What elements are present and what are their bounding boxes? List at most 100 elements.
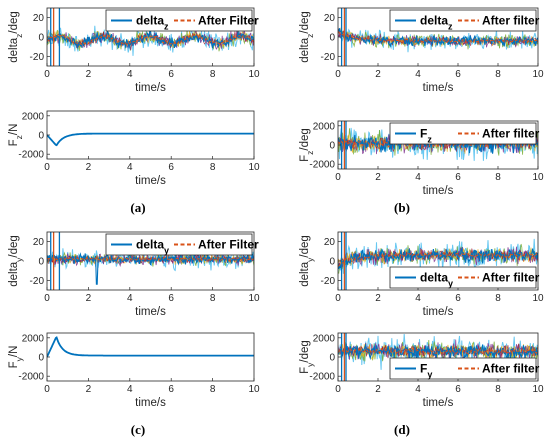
legend: Fy After filter [389, 357, 540, 380]
subplot-d-top: 0 2 4 6 8 10 20 0 -20 time/s deltay/deg deltay After… [299, 231, 544, 318]
x-tick-label: 2 [375, 293, 381, 304]
legend: deltaz After filter [389, 9, 540, 32]
x-tick-label: 4 [415, 293, 421, 304]
x-tick-label: 8 [210, 293, 216, 304]
x-tick-label: 6 [168, 69, 174, 80]
y-axis-label: deltaz/deg [299, 11, 315, 63]
x-tick-label: 0 [44, 69, 50, 80]
legend-label-raw: deltay [136, 238, 169, 256]
legend-box [389, 122, 537, 145]
y-axis-label: Fz/N [8, 124, 24, 147]
y-tick-label: 2000 [313, 121, 336, 132]
y-tick-label: 0 [38, 33, 44, 44]
x-tick-label: 4 [127, 384, 133, 395]
x-tick-label: 10 [248, 162, 260, 173]
x-tick-label: 8 [210, 162, 216, 173]
x-tick-label: 10 [248, 384, 260, 395]
series-after-filter [338, 347, 538, 356]
x-tick-label: 4 [415, 384, 421, 395]
x-tick-label: 8 [495, 172, 501, 183]
series-after-filter [47, 34, 254, 46]
y-tick-label: -20 [30, 276, 45, 287]
y-axis-label: deltay/deg [8, 235, 24, 287]
legend-label-filter: After filter [482, 127, 540, 141]
y-tick-label: 0 [329, 257, 335, 268]
legend-label-raw: Fy [420, 362, 432, 380]
x-axis-label: time/s [135, 397, 166, 409]
y-tick-label: 20 [33, 237, 45, 248]
x-axis-label: time/s [135, 175, 166, 187]
legend-label-raw: Fz [420, 127, 432, 145]
x-tick-label: 0 [44, 293, 50, 304]
legend-label-raw: deltaz [136, 14, 169, 32]
x-tick-label: 6 [455, 69, 461, 80]
series-group [47, 132, 254, 147]
series-after-filter [338, 137, 538, 149]
x-tick-label: 4 [415, 172, 421, 183]
legend-box [105, 233, 253, 256]
y-tick-label: 0 [329, 141, 335, 152]
subplot-b-top: 0 2 4 6 8 10 20 0 -20 time/s deltaz/deg deltaz After… [299, 7, 544, 94]
legend-box [105, 9, 253, 32]
subplot-c-top: 0 2 4 6 8 10 20 0 -20 time/s deltay/deg deltay After… [8, 231, 260, 318]
caption-b: (b) [394, 200, 410, 215]
legend: Fz After filter [389, 122, 540, 145]
x-tick-label: 4 [127, 69, 133, 80]
x-tick-label: 0 [44, 162, 50, 173]
x-tick-label: 4 [415, 69, 421, 80]
y-axis-label: Fz/deg [299, 128, 315, 162]
x-tick-label: 0 [44, 384, 50, 395]
x-tick-label: 2 [375, 172, 381, 183]
x-tick-label: 8 [210, 384, 216, 395]
series-f-y [338, 344, 538, 361]
y-tick-label: -20 [321, 276, 336, 287]
x-axis-label: time/s [423, 185, 454, 197]
legend: deltay After filter [389, 266, 540, 289]
series-delta-y [338, 246, 538, 269]
x-tick-label: 2 [86, 69, 92, 80]
x-tick-label: 2 [86, 162, 92, 173]
legend-label-raw: deltay [420, 271, 453, 289]
x-tick-label: 6 [168, 384, 174, 395]
legend-box [389, 357, 537, 380]
x-tick-label: 4 [127, 293, 133, 304]
legend-label-filter: After filter [482, 362, 540, 376]
legend-label-filter: After filter [482, 14, 540, 28]
x-tick-label: 6 [455, 172, 461, 183]
y-tick-label: 0 [38, 257, 44, 268]
y-axis-label: deltaz/deg [8, 11, 24, 63]
caption-d: (d) [394, 422, 410, 437]
series-group [338, 8, 538, 66]
x-tick-label: 4 [127, 162, 133, 173]
x-tick-label: 0 [335, 293, 341, 304]
plot-area [47, 111, 254, 159]
y-tick-label: 2000 [313, 333, 336, 344]
x-axis-label: time/s [423, 82, 454, 94]
series-group [338, 333, 538, 381]
x-tick-label: 10 [532, 172, 544, 183]
series-after-filter [338, 30, 538, 44]
y-tick-label: 2000 [22, 111, 45, 122]
legend-label-raw: deltaz [420, 14, 453, 32]
y-tick-label: 20 [324, 13, 336, 24]
y-tick-label: 0 [38, 353, 44, 364]
x-tick-label: 8 [495, 69, 501, 80]
y-tick-label: -2000 [309, 372, 335, 383]
series-f-z [47, 132, 254, 147]
x-tick-label: 2 [375, 384, 381, 395]
plot-area [47, 333, 254, 381]
legend-box [389, 9, 537, 32]
legend-label-filter: After Filter [198, 238, 259, 252]
x-tick-label: 2 [375, 69, 381, 80]
legend-box [389, 266, 537, 289]
y-axis-label: Fy/N [8, 346, 24, 369]
x-axis-label: time/s [135, 82, 166, 94]
x-tick-label: 2 [86, 384, 92, 395]
x-axis-label: time/s [135, 306, 166, 318]
series-delta-y [47, 252, 254, 285]
legend: deltay After Filter [105, 233, 259, 256]
